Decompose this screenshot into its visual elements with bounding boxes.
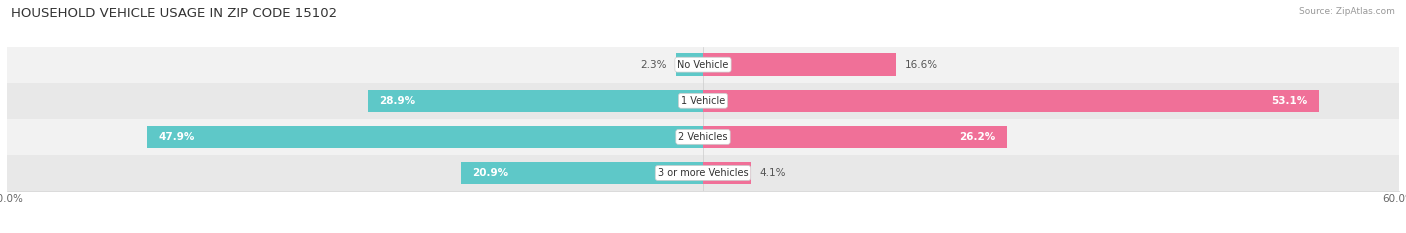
Text: 53.1%: 53.1% xyxy=(1271,96,1308,106)
Text: Source: ZipAtlas.com: Source: ZipAtlas.com xyxy=(1299,7,1395,16)
Bar xyxy=(703,162,751,184)
Text: 2.3%: 2.3% xyxy=(641,60,666,70)
Text: 16.6%: 16.6% xyxy=(905,60,938,70)
Text: 3 or more Vehicles: 3 or more Vehicles xyxy=(658,168,748,178)
Bar xyxy=(7,83,1399,119)
Text: 2 Vehicles: 2 Vehicles xyxy=(678,132,728,142)
Text: 1 Vehicle: 1 Vehicle xyxy=(681,96,725,106)
Bar xyxy=(7,47,1399,83)
Bar xyxy=(703,89,1319,112)
Bar xyxy=(703,53,896,76)
Text: No Vehicle: No Vehicle xyxy=(678,60,728,70)
Text: 26.2%: 26.2% xyxy=(959,132,995,142)
Bar xyxy=(368,89,703,112)
Text: 4.1%: 4.1% xyxy=(759,168,786,178)
Text: 20.9%: 20.9% xyxy=(472,168,509,178)
Bar xyxy=(676,53,703,76)
Text: 47.9%: 47.9% xyxy=(159,132,195,142)
Bar xyxy=(703,126,1007,148)
Bar xyxy=(148,126,703,148)
Bar xyxy=(461,162,703,184)
Text: 28.9%: 28.9% xyxy=(380,96,416,106)
Bar xyxy=(7,155,1399,191)
Text: HOUSEHOLD VEHICLE USAGE IN ZIP CODE 15102: HOUSEHOLD VEHICLE USAGE IN ZIP CODE 1510… xyxy=(11,7,337,20)
Bar xyxy=(7,119,1399,155)
